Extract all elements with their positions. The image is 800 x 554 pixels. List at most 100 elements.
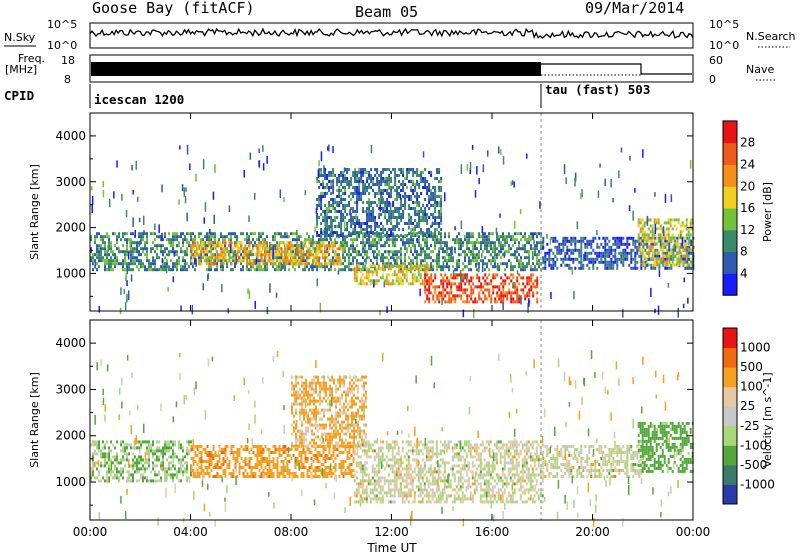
power-cell (360, 180, 363, 183)
velocity-cell (144, 461, 146, 465)
power-cell (172, 250, 174, 254)
power-cell (418, 231, 421, 234)
power-echo (304, 190, 307, 196)
velocity-cell (122, 446, 124, 450)
power-cell (655, 251, 658, 255)
power-echo (272, 246, 274, 257)
power-cell (146, 250, 148, 254)
power-cell (498, 250, 500, 254)
power-cell (290, 256, 293, 260)
power-cell (376, 234, 379, 237)
power-cell (324, 177, 327, 180)
power-cell (194, 250, 197, 254)
power-cell (258, 268, 260, 272)
power-cell (208, 238, 210, 242)
power-cell (492, 273, 495, 277)
power-cell (334, 207, 337, 210)
power-cell (450, 256, 452, 260)
velocity-cell (258, 463, 261, 466)
power-cell (424, 232, 426, 236)
power-cell (552, 263, 555, 267)
power-echo (185, 187, 187, 192)
power-cell (324, 204, 327, 207)
power-cell (332, 174, 335, 177)
power-cell (612, 260, 615, 264)
power-cell (230, 238, 232, 242)
velocity-cell (214, 463, 217, 466)
power-cell (412, 171, 415, 174)
power-cell (586, 239, 589, 243)
power-cell (675, 245, 678, 249)
power-cell (600, 260, 603, 264)
power-cell (654, 236, 657, 240)
power-cell (110, 262, 112, 266)
power-cell (344, 186, 347, 189)
power-cell (512, 235, 514, 239)
power-cell (226, 265, 228, 269)
power-cell (416, 225, 419, 228)
power-cell (366, 186, 369, 189)
power-cell (416, 210, 419, 213)
power-cell (488, 235, 490, 239)
velocity-cell (268, 448, 271, 451)
velocity-cell (266, 469, 269, 472)
velocity-cell (212, 466, 215, 469)
power-cell (592, 257, 595, 261)
velocity-cell (108, 464, 110, 468)
power-cell (322, 253, 325, 257)
power-cell (328, 247, 331, 251)
power-cell (278, 232, 280, 236)
velocity-cell (252, 445, 255, 448)
power-cell (380, 213, 383, 216)
power-cell (379, 267, 382, 271)
velocity-cell (90, 473, 92, 477)
power-cell (667, 233, 670, 237)
power-cell (442, 297, 445, 301)
power-cell (322, 180, 325, 183)
power-cell (326, 234, 329, 237)
power-cell (524, 247, 526, 251)
power-echo (139, 240, 141, 246)
power-colorbar-swatch (723, 186, 737, 209)
power-cell (370, 204, 373, 207)
power-cell (484, 279, 487, 283)
power-cell (126, 262, 128, 266)
velocity-cell (146, 440, 148, 444)
velocity-cell (234, 457, 237, 460)
power-echo (324, 226, 327, 235)
power-cell (514, 238, 516, 242)
power-cell (320, 204, 323, 207)
power-cell (572, 236, 575, 240)
power-cell (386, 262, 388, 266)
power-echo (528, 298, 530, 307)
power-cell (440, 282, 443, 286)
power-cell (106, 232, 108, 236)
velocity-cell (162, 464, 164, 468)
velocity-cell (286, 460, 289, 463)
power-cell (112, 268, 114, 272)
velocity-cell (150, 449, 152, 453)
power-cell (550, 266, 553, 270)
velocity-cell (272, 457, 275, 460)
power-cell (524, 238, 526, 242)
power-echo (320, 151, 323, 162)
power-cell (332, 250, 334, 254)
power-cell (408, 222, 411, 225)
velocity-cell (204, 460, 207, 463)
power-cell (216, 265, 218, 269)
power-cell (570, 266, 573, 270)
power-cell (578, 239, 581, 243)
power-cell (510, 291, 513, 295)
velocity-cell (236, 457, 239, 460)
power-cell (522, 247, 524, 251)
power-cell (474, 256, 476, 260)
power-cell (280, 247, 283, 251)
power-cell (182, 265, 184, 269)
power-cell (348, 201, 351, 204)
power-cell (488, 250, 490, 254)
power-cell (504, 235, 506, 239)
power-cell (468, 232, 470, 236)
power-cell (404, 234, 407, 237)
power-cell (675, 227, 678, 231)
power-cell (657, 260, 660, 264)
